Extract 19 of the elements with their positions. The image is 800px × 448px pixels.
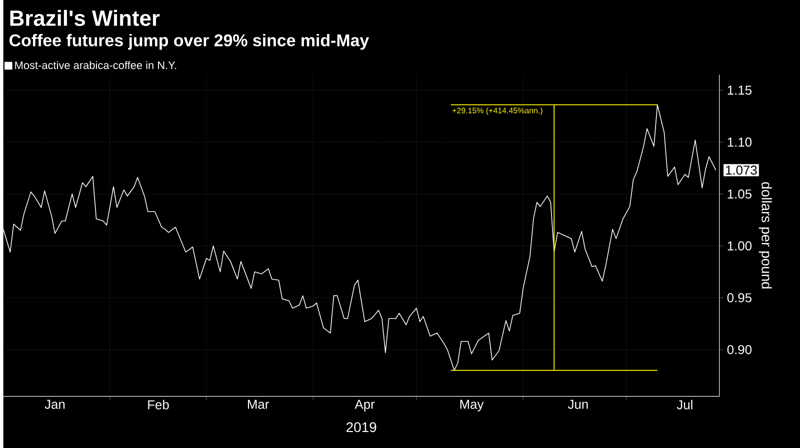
- x-tick-label: Jan: [44, 400, 65, 409]
- y-tick-label: 0.90: [727, 345, 752, 354]
- legend-label: Most-active arabica-coffee in N.Y.: [15, 61, 176, 70]
- y-tick-label: 1.00: [728, 241, 752, 250]
- chart-title: Brazil's Winter: [10, 10, 160, 26]
- x-tick-label: Feb: [148, 400, 169, 410]
- y-tick-label: 1.10: [728, 137, 752, 147]
- chart-subtitle: Coffee futures jump over 29% since mid-May: [10, 34, 370, 50]
- x-tick-label: Apr: [354, 400, 375, 412]
- x-axis-title: 2019: [346, 422, 376, 432]
- y-axis-title: dollars per pound: [758, 182, 772, 288]
- x-tick-label: Mar: [248, 400, 269, 409]
- text: 1.073: [726, 165, 757, 175]
- y-tick-label: 1.15: [728, 86, 752, 95]
- y-tick-label: 1.05: [728, 189, 752, 199]
- x-tick-label: Jun: [568, 400, 588, 409]
- x-tick-label: May: [460, 400, 484, 412]
- y-tick-label: 0.95: [727, 293, 752, 302]
- x-tick-label: Jul: [676, 400, 692, 410]
